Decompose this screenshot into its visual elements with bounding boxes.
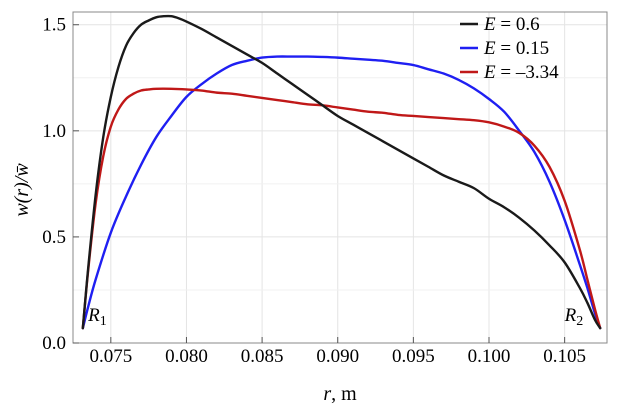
legend-label: E = 0.6 xyxy=(483,14,540,35)
y-tick-label: 1.0 xyxy=(42,121,66,142)
y-tick-label: 1.5 xyxy=(42,15,66,36)
y-tick-label: 0.5 xyxy=(42,227,66,248)
x-tick-label: 0.095 xyxy=(392,346,435,367)
series-line-3 xyxy=(81,87,602,330)
x-tick-label: 0.105 xyxy=(543,346,586,367)
series-line-1 xyxy=(81,14,602,330)
legend: E = 0.6 E = 0.15 E = –3.34 xyxy=(460,14,559,83)
tick-labels: 0.075 0.080 0.085 0.090 0.095 0.100 0.105 0.0 0.… xyxy=(42,15,586,367)
boundary-label: R2 xyxy=(564,305,584,329)
y-tick-label: 0.0 xyxy=(42,333,66,354)
annotations: R1 R2 xyxy=(87,305,583,329)
boundary-label: R1 xyxy=(87,305,107,329)
y-axis-title: w(r)/w̄ xyxy=(11,163,33,217)
series-line-2 xyxy=(81,55,602,330)
x-tick-label: 0.085 xyxy=(241,346,284,367)
axes xyxy=(72,11,608,344)
x-tick-label: 0.090 xyxy=(316,346,359,367)
x-tick-label: 0.075 xyxy=(89,346,132,367)
plot-frame xyxy=(72,11,608,344)
x-tick-label: 0.080 xyxy=(165,346,208,367)
x-tick-label: 0.100 xyxy=(468,346,511,367)
series-layer xyxy=(81,14,602,330)
legend-label: E = 0.15 xyxy=(483,38,549,59)
legend-label: E = –3.34 xyxy=(483,62,559,83)
x-axis-title: r, m xyxy=(323,383,357,405)
